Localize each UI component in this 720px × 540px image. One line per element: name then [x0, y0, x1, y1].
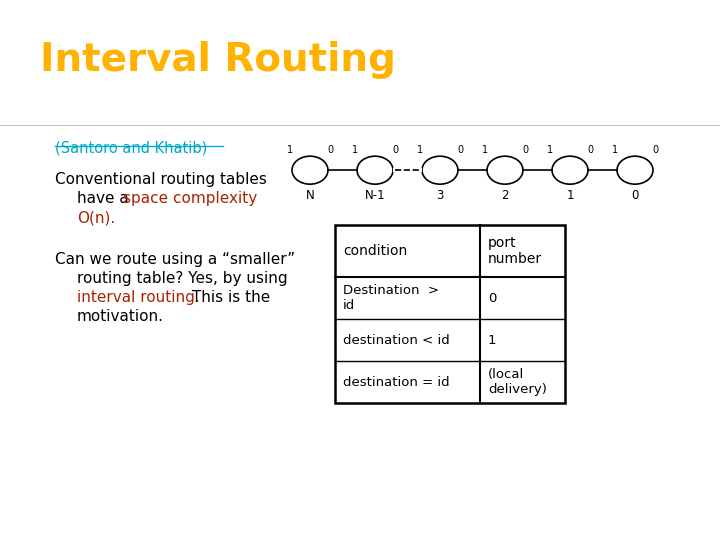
Text: 0: 0	[522, 145, 528, 155]
Text: Conventional routing tables: Conventional routing tables	[55, 172, 267, 187]
Text: 1: 1	[287, 145, 293, 155]
Text: have a: have a	[77, 191, 134, 206]
Text: 0: 0	[587, 145, 593, 155]
Text: 3: 3	[436, 189, 444, 202]
Text: 0: 0	[392, 145, 398, 155]
Text: 0: 0	[488, 292, 496, 305]
Text: N: N	[305, 189, 315, 202]
Text: N-1: N-1	[365, 189, 385, 202]
Text: 0: 0	[631, 189, 639, 202]
Text: 1: 1	[547, 145, 553, 155]
Text: 1: 1	[352, 145, 358, 155]
Text: This is the: This is the	[187, 290, 270, 305]
Text: 2: 2	[501, 189, 509, 202]
Text: (Santoro and Khatib): (Santoro and Khatib)	[55, 140, 207, 155]
Text: (local
delivery): (local delivery)	[488, 368, 547, 396]
Text: 1: 1	[612, 145, 618, 155]
Text: O(n).: O(n).	[77, 210, 115, 225]
Text: 1: 1	[488, 334, 497, 347]
Text: 0: 0	[652, 145, 658, 155]
Text: Can we route using a “smaller”: Can we route using a “smaller”	[55, 252, 295, 267]
Text: routing table? Yes, by using: routing table? Yes, by using	[77, 271, 287, 286]
Text: Destination  >
id: Destination > id	[343, 284, 439, 312]
Text: destination < id: destination < id	[343, 334, 450, 347]
Text: destination = id: destination = id	[343, 376, 449, 389]
Text: 1: 1	[566, 189, 574, 202]
Text: space complexity: space complexity	[123, 191, 257, 206]
Text: 1: 1	[482, 145, 488, 155]
Text: interval routing.: interval routing.	[77, 290, 199, 305]
Text: 0: 0	[327, 145, 333, 155]
Text: condition: condition	[343, 244, 408, 258]
Text: port
number: port number	[488, 236, 542, 266]
Text: 1: 1	[417, 145, 423, 155]
Text: Interval Routing: Interval Routing	[40, 40, 395, 79]
Text: 0: 0	[457, 145, 463, 155]
Bar	[335, 225, 565, 403]
Text: motivation.: motivation.	[77, 309, 164, 324]
